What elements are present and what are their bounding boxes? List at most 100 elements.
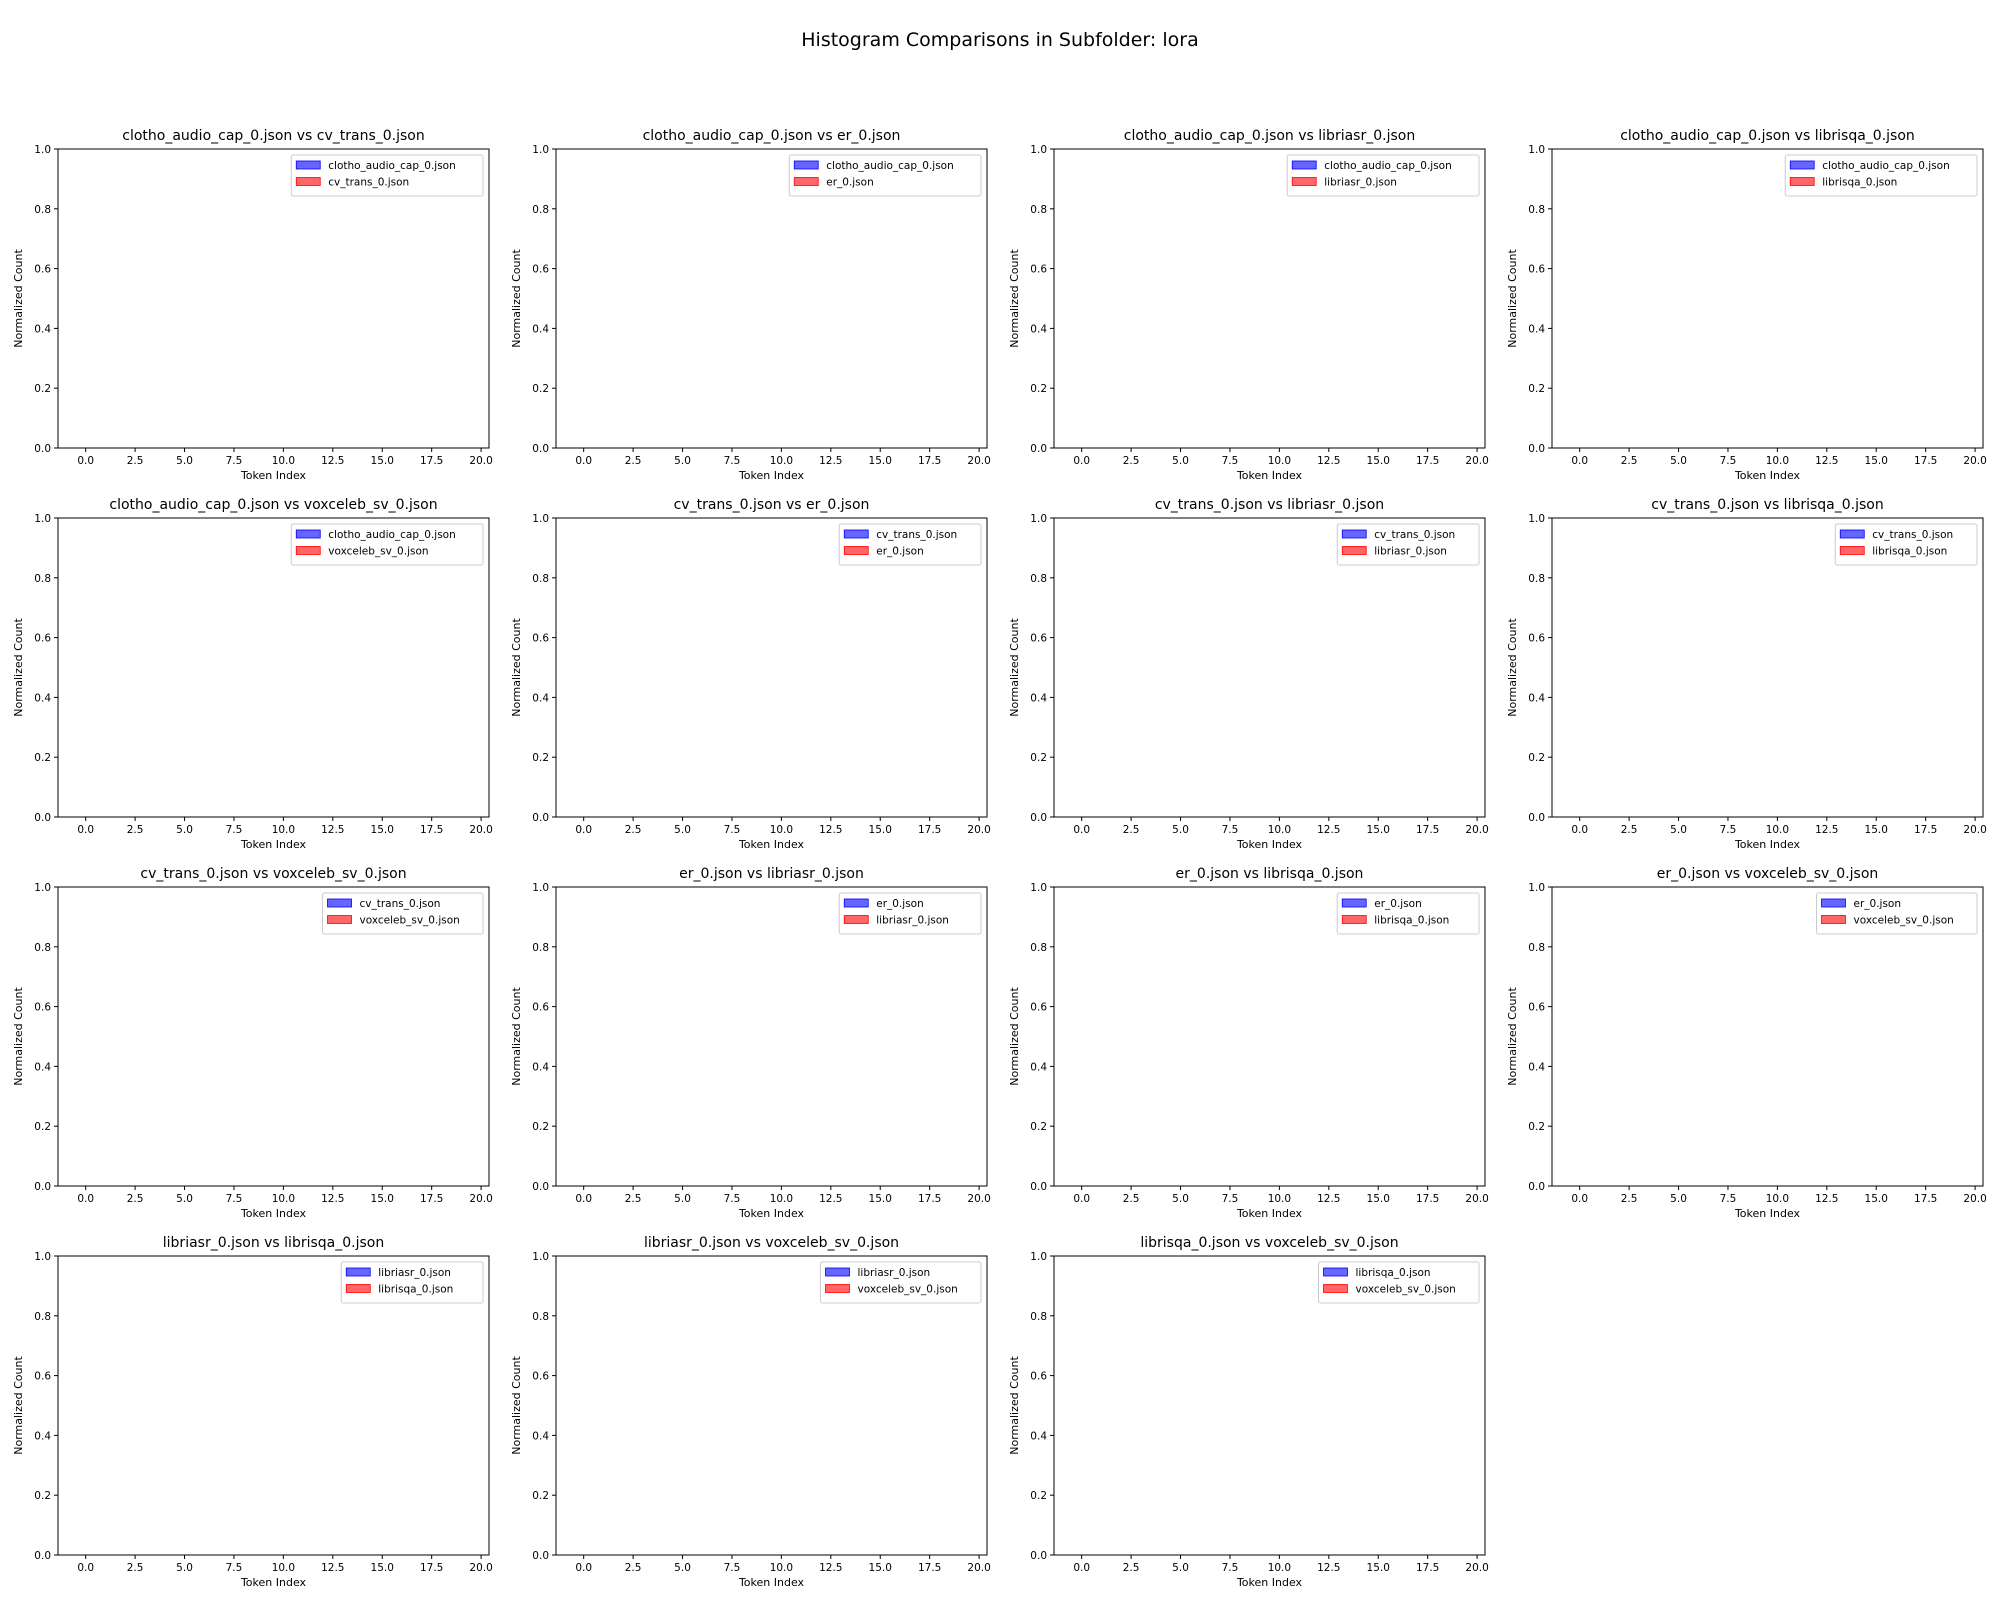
x-tick-label: 5.0 bbox=[674, 1562, 691, 1574]
legend: er_0.json librisqa_0.json bbox=[1336, 892, 1480, 935]
x-tick-label: 20.0 bbox=[967, 1562, 990, 1574]
y-tick-label: 0.8 bbox=[1030, 1311, 1047, 1323]
x-tick-label: 7.5 bbox=[724, 824, 741, 836]
legend-swatch bbox=[843, 898, 869, 908]
legend-label: clotho_audio_cap_0.json bbox=[1822, 160, 1950, 172]
x-tick-label: 0.0 bbox=[77, 1562, 94, 1574]
x-tick-label: 0.0 bbox=[77, 1193, 94, 1205]
y-axis-label: Normalized Count bbox=[510, 249, 523, 348]
x-tick-label: 10.0 bbox=[272, 1193, 295, 1205]
subplot-title: libriasr_0.json vs voxceleb_sv_0.json bbox=[644, 1235, 899, 1251]
x-tick-label: 10.0 bbox=[272, 1562, 295, 1574]
legend-box bbox=[1816, 892, 1978, 935]
x-tick-label: 0.0 bbox=[575, 455, 592, 467]
y-tick-label: 0.8 bbox=[34, 1311, 51, 1323]
x-tick-label: 12.5 bbox=[1815, 824, 1838, 836]
x-tick-label: 17.5 bbox=[1416, 1193, 1439, 1205]
y-axis-label: Normalized Count bbox=[510, 1356, 523, 1455]
x-tick-label: 5.0 bbox=[1172, 1562, 1189, 1574]
x-tick-label: 7.5 bbox=[226, 455, 243, 467]
x-tick-label: 5.0 bbox=[1172, 824, 1189, 836]
legend-label: voxceleb_sv_0.json bbox=[1854, 915, 1954, 927]
legend-label: libriasr_0.json bbox=[858, 1267, 931, 1279]
legend: libriasr_0.json voxceleb_sv_0.json bbox=[820, 1261, 982, 1304]
subplot: clotho_audio_cap_0.json vs libriasr_0.js… bbox=[1008, 128, 1489, 482]
subplot-title: cv_trans_0.json vs librisqa_0.json bbox=[1651, 497, 1883, 513]
x-tick-label: 7.5 bbox=[1720, 824, 1737, 836]
y-axis-label: Normalized Count bbox=[12, 1356, 25, 1455]
y-tick-label: 0.8 bbox=[532, 1311, 549, 1323]
y-tick-label: 0.2 bbox=[34, 1490, 51, 1502]
y-tick-label: 1.0 bbox=[34, 144, 51, 156]
legend: cv_trans_0.json er_0.json bbox=[838, 523, 982, 566]
legend-box bbox=[290, 154, 484, 197]
x-tick-label: 20.0 bbox=[1963, 455, 1986, 467]
legend-swatch bbox=[1821, 898, 1846, 908]
y-tick-label: 0.0 bbox=[1528, 443, 1545, 455]
x-axis-label: Token Index bbox=[738, 1207, 805, 1220]
x-tick-label: 10.0 bbox=[272, 455, 295, 467]
axes-frame bbox=[555, 517, 988, 818]
x-tick-label: 7.5 bbox=[226, 824, 243, 836]
y-tick-label: 0.2 bbox=[34, 1121, 51, 1133]
x-tick-label: 12.5 bbox=[1815, 455, 1838, 467]
y-tick-label: 0.0 bbox=[1030, 1550, 1047, 1562]
legend-label: voxceleb_sv_0.json bbox=[858, 1284, 958, 1296]
x-tick-label: 5.0 bbox=[674, 1193, 691, 1205]
x-tick-label: 0.0 bbox=[575, 1193, 592, 1205]
y-tick-label: 0.8 bbox=[532, 573, 549, 585]
x-tick-label: 7.5 bbox=[724, 1562, 741, 1574]
legend: clotho_audio_cap_0.json er_0.json bbox=[788, 154, 982, 197]
y-tick-label: 1.0 bbox=[34, 882, 51, 894]
legend-label: cv_trans_0.json bbox=[876, 529, 957, 541]
legend-swatch bbox=[1323, 1267, 1348, 1277]
y-axis-label: Normalized Count bbox=[1506, 987, 1519, 1086]
legend-box bbox=[788, 154, 982, 197]
x-axis-label: Token Index bbox=[240, 838, 307, 851]
x-tick-label: 2.5 bbox=[1123, 455, 1140, 467]
legend-swatch bbox=[327, 915, 352, 924]
legend-label: clotho_audio_cap_0.json bbox=[1324, 160, 1452, 172]
x-tick-label: 5.0 bbox=[176, 1562, 193, 1574]
x-tick-label: 10.0 bbox=[1766, 824, 1789, 836]
y-tick-label: 0.6 bbox=[532, 1371, 549, 1383]
axes-frame bbox=[1053, 1255, 1486, 1556]
y-tick-label: 0.0 bbox=[532, 812, 549, 824]
axes-frame bbox=[57, 886, 490, 1187]
legend-swatch bbox=[1341, 898, 1367, 908]
y-tick-label: 1.0 bbox=[1030, 513, 1047, 525]
x-tick-label: 0.0 bbox=[1073, 455, 1090, 467]
x-tick-label: 10.0 bbox=[1766, 455, 1789, 467]
y-tick-label: 0.8 bbox=[1030, 204, 1047, 216]
y-tick-label: 0.2 bbox=[1030, 383, 1047, 395]
x-tick-label: 20.0 bbox=[1465, 824, 1488, 836]
x-tick-label: 0.0 bbox=[77, 824, 94, 836]
x-tick-label: 0.0 bbox=[575, 824, 592, 836]
y-tick-label: 0.4 bbox=[532, 323, 549, 335]
legend-swatch bbox=[825, 1267, 850, 1277]
subplot: cv_trans_0.json vs er_0.json 0.0 2.5 5.0 7.5… bbox=[510, 497, 991, 851]
y-tick-label: 0.0 bbox=[1528, 812, 1545, 824]
y-tick-label: 0.4 bbox=[532, 1430, 549, 1442]
x-tick-label: 5.0 bbox=[176, 455, 193, 467]
legend-swatch bbox=[1341, 546, 1367, 555]
legend-box bbox=[1286, 154, 1480, 197]
x-tick-label: 17.5 bbox=[420, 1193, 443, 1205]
x-tick-label: 17.5 bbox=[918, 455, 941, 467]
x-axis-label: Token Index bbox=[738, 838, 805, 851]
x-tick-label: 15.0 bbox=[1367, 455, 1390, 467]
y-axis-label: Normalized Count bbox=[1506, 618, 1519, 717]
subplot: librisqa_0.json vs voxceleb_sv_0.json 0.0… bbox=[1008, 1235, 1489, 1589]
y-tick-label: 0.4 bbox=[1030, 1061, 1047, 1073]
figure-suptitle: Histogram Comparisons in Subfolder: lora bbox=[801, 29, 1198, 51]
y-tick-label: 1.0 bbox=[532, 144, 549, 156]
x-tick-label: 15.0 bbox=[371, 455, 394, 467]
y-tick-label: 0.2 bbox=[532, 1490, 549, 1502]
subplot-grid: clotho_audio_cap_0.json vs cv_trans_0.js… bbox=[12, 128, 1987, 1589]
y-tick-label: 0.2 bbox=[532, 1121, 549, 1133]
y-tick-label: 0.8 bbox=[1528, 573, 1545, 585]
y-tick-label: 0.0 bbox=[1528, 1181, 1545, 1193]
legend-swatch bbox=[1821, 915, 1846, 924]
y-axis-label: Normalized Count bbox=[12, 618, 25, 717]
